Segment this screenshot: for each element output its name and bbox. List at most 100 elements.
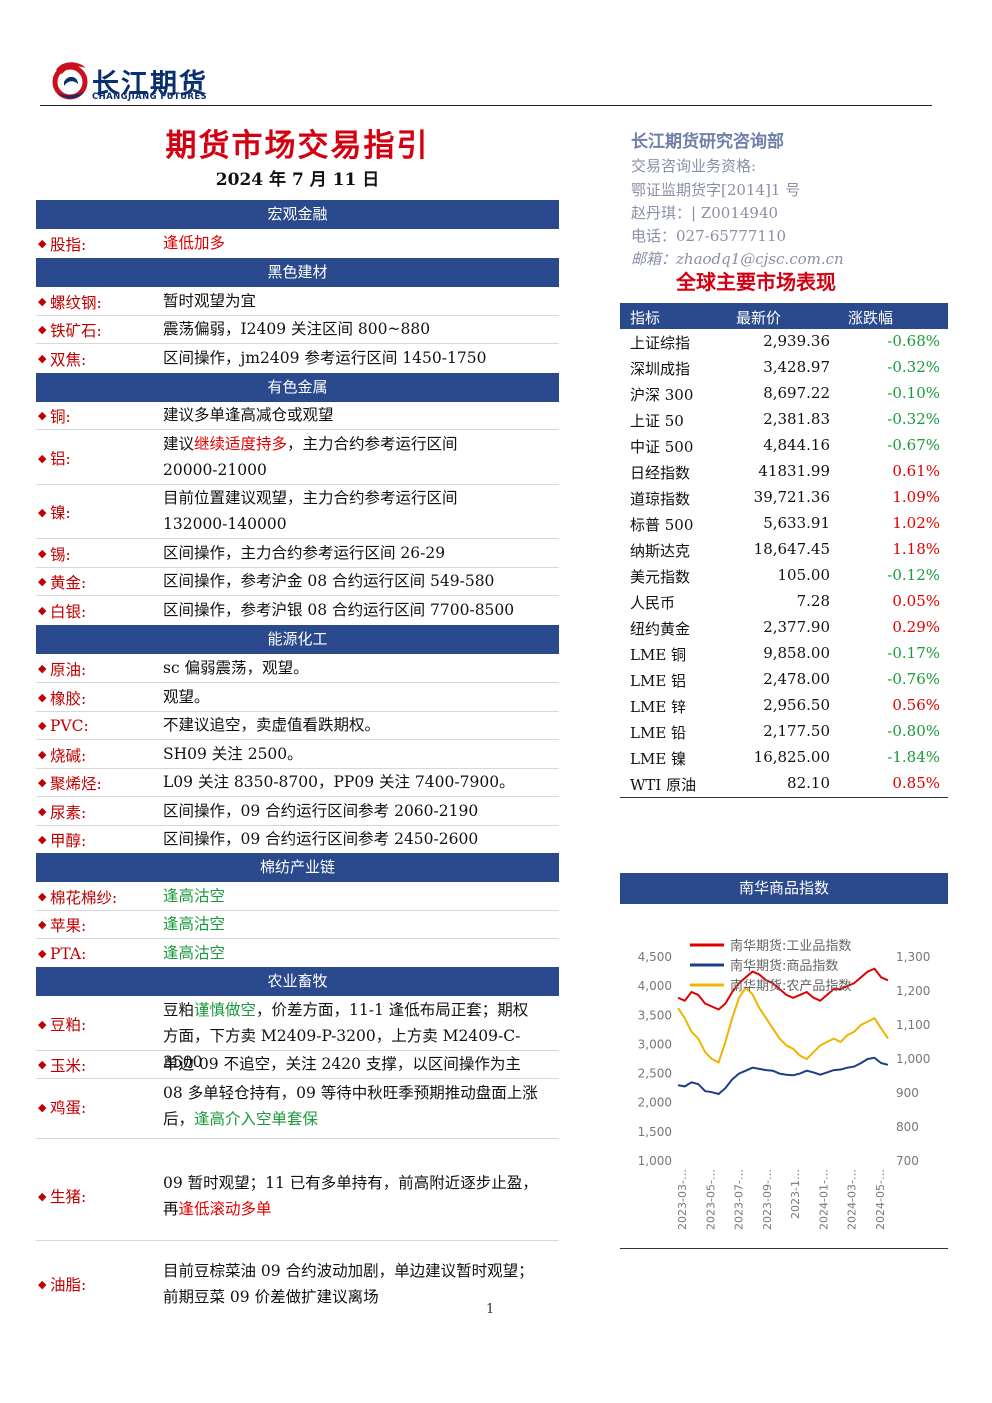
- market-price: 2,478.00: [763, 670, 830, 688]
- row-text-crude: sc 偏弱震荡，观望。: [163, 659, 309, 677]
- row-divider: [36, 938, 559, 939]
- row-text-egg: 08 多单轻仓持有，09 等待中秋旺季预期推动盘面上涨 后，逢高介入空单套保: [163, 1084, 538, 1128]
- market-table-title: 全球主要市场表现: [676, 270, 836, 294]
- row-label-pta: ◆ PTA:: [38, 944, 87, 963]
- diamond-icon: ◆: [38, 1100, 47, 1114]
- contact-email: 邮箱：zhaodq1@cjsc.com.cn: [631, 250, 844, 268]
- row-label-coke: ◆ 双焦:: [38, 350, 87, 369]
- section-macro: 宏观金融: [36, 200, 559, 229]
- diamond-icon: ◆: [38, 409, 47, 422]
- row-divider: [36, 1050, 559, 1051]
- x-tick: 2024-03-…: [846, 1169, 859, 1230]
- diamond-icon: ◆: [38, 451, 47, 465]
- market-row: 中证 500 4,844.16 -0.67%: [620, 433, 948, 459]
- row-label-cottonyarn: ◆ 棉花棉纱:: [38, 888, 118, 907]
- market-name: LME 锌: [630, 698, 687, 716]
- dragon-logo-icon: [52, 62, 88, 100]
- market-row: 深圳成指 3,428.97 -0.32%: [620, 355, 948, 381]
- market-row: 日经指数 41831.99 0.61%: [620, 459, 948, 485]
- y-left-tick: 1,500: [638, 1125, 672, 1139]
- market-name: 纽约黄金: [630, 620, 691, 638]
- company-logo: [48, 56, 248, 106]
- market-name: LME 镍: [630, 750, 687, 768]
- row-label-copper: ◆ 铜:: [38, 407, 71, 426]
- section-black: 黑色建材: [36, 258, 559, 287]
- row-divider: [36, 1138, 559, 1139]
- row-divider: [36, 768, 559, 769]
- market-row: 沪深 300 8,697.22 -0.10%: [620, 381, 948, 407]
- market-name: 沪深 300: [630, 386, 694, 404]
- row-label-rubber: ◆ 橡胶:: [38, 689, 87, 708]
- market-row: LME 铜 9,858.00 -0.17%: [620, 641, 948, 667]
- market-name: 上证综指: [630, 334, 691, 352]
- diamond-icon: ◆: [38, 776, 47, 789]
- market-name: 道琼指数: [630, 490, 691, 508]
- diamond-icon: ◆: [38, 575, 47, 588]
- row-divider: [36, 711, 559, 712]
- x-axis: 2023-03-… 2023-05-… 2023-07-… 2023-09-… 2023…: [676, 1169, 887, 1230]
- diamond-icon: ◆: [38, 833, 47, 846]
- row-text-urea: 区间操作，09 合约运行区间参考 2060-2190: [163, 802, 479, 820]
- row-text-rebar: 暂时观望为宜: [163, 292, 257, 310]
- market-price: 3,428.97: [763, 358, 830, 376]
- diamond-icon: ◆: [38, 1058, 47, 1071]
- row-text-gold: 区间操作，参考沪金 08 合约运行区间 549-580: [163, 572, 495, 590]
- x-tick: 2024-01-…: [817, 1169, 830, 1230]
- row-divider: [36, 538, 559, 539]
- row-label-egg: ◆ 鸡蛋:: [38, 1099, 87, 1117]
- row-label-methanol: ◆ 甲醇:: [38, 831, 87, 850]
- chart-series: [677, 967, 889, 1096]
- diamond-icon: ◆: [38, 748, 47, 761]
- market-name: 中证 500: [630, 438, 694, 456]
- market-change: 0.85%: [892, 774, 940, 792]
- logo-text: 长江期货: [92, 69, 208, 100]
- diamond-icon: ◆: [38, 1017, 47, 1031]
- series-line: [677, 967, 889, 1011]
- market-change: 0.29%: [892, 618, 940, 636]
- market-price: 2,381.83: [763, 410, 830, 428]
- x-tick: 2024-05-…: [874, 1169, 887, 1230]
- row-divider: [36, 343, 559, 344]
- market-name: 深圳成指: [630, 360, 691, 378]
- market-price: 7.28: [796, 592, 830, 610]
- row-label-nickel: ◆ 镍:: [38, 504, 71, 522]
- market-name: LME 铜: [630, 646, 687, 664]
- y-left-tick: 3,000: [638, 1037, 672, 1051]
- market-row: 上证 50 2,381.83 -0.32%: [620, 407, 948, 433]
- row-divider: [36, 567, 559, 568]
- y-right-tick: 900: [896, 1086, 919, 1100]
- nanhua-index-chart: 4,500 4,000 3,500 3,000 2,500 2,000 1,500 1,000…: [638, 938, 931, 1230]
- row-text-hog: 09 暂时观望；11 已有多单持有，前高附近逐步止盈， 再逢低滚动多单: [163, 1174, 538, 1218]
- diamond-icon: ◆: [38, 890, 47, 903]
- market-change: 0.56%: [892, 696, 940, 714]
- y-left-tick: 4,000: [638, 979, 672, 993]
- y-left-tick: 2,500: [638, 1067, 672, 1081]
- y-left-tick: 4,500: [638, 950, 672, 964]
- row-label-ironore: ◆ 铁矿石:: [38, 321, 102, 340]
- market-price: 8,697.22: [763, 384, 830, 402]
- market-change: -0.80%: [887, 722, 940, 740]
- market-row: 上证综指 2,939.36 -0.68%: [620, 329, 948, 355]
- row-divider: [36, 595, 559, 596]
- market-price: 5,633.91: [763, 514, 830, 532]
- row-text-corn: 单边 09 不追空，关注 2420 支撑，以区间操作为主: [163, 1055, 521, 1073]
- market-name: 标普 500: [630, 516, 694, 534]
- row-divider: [36, 1240, 559, 1241]
- row-label-tin: ◆ 锡:: [38, 545, 71, 564]
- row-label-rebar: ◆ 螺纹钢:: [38, 293, 102, 312]
- diamond-icon: ◆: [38, 505, 47, 519]
- row-text-aluminum: 建议继续适度持多，主力合约参考运行区间 20000-21000: [163, 435, 458, 479]
- row-text-silver: 区间操作，参考沪银 08 合约运行区间 7700-8500: [163, 601, 515, 619]
- row-text-pvc: 不建议追空，卖虚值看跌期权。: [163, 716, 381, 734]
- x-tick: 2023-07-…: [733, 1169, 746, 1230]
- market-row: 美元指数 105.00 -0.12%: [620, 563, 948, 589]
- diamond-icon: ◆: [38, 352, 47, 365]
- row-text-cottonyarn: 逢高沽空: [163, 887, 226, 905]
- contact-phone: 电话：027-65777110: [631, 227, 787, 245]
- market-price: 82.10: [787, 774, 830, 792]
- row-text-coke: 区间操作，jm2409 参考运行区间 1450-1750: [163, 349, 487, 367]
- market-change: -0.32%: [887, 358, 940, 376]
- market-change: -0.32%: [887, 410, 940, 428]
- diamond-icon: ◆: [38, 947, 47, 960]
- row-label-aluminum: ◆ 铝:: [38, 450, 71, 468]
